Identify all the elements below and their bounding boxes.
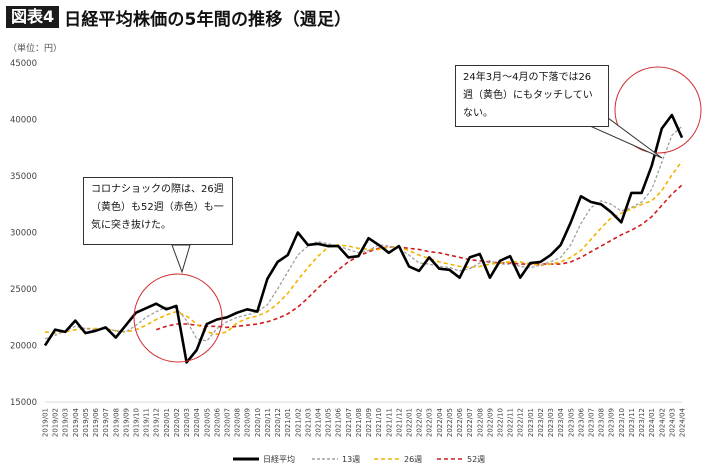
legend-label: 13週 <box>342 455 360 464</box>
y-axis: 15000 20000 25000 30000 35000 40000 45000 <box>10 59 682 408</box>
x-tick-label: 2022/06 <box>456 407 464 437</box>
x-tick-label: 2023/02 <box>537 408 545 437</box>
legend-label: 26週 <box>404 455 422 464</box>
x-tick-label: 2022/03 <box>426 408 434 437</box>
x-tick-label: 2021/04 <box>315 407 323 437</box>
y-tick-label: 30000 <box>10 229 37 239</box>
x-tick-label: 2021/11 <box>385 408 393 437</box>
x-tick-label: 2021/10 <box>375 408 383 437</box>
y-unit-label: （単位：円） <box>8 44 63 54</box>
x-tick-label: 2019/06 <box>92 407 100 437</box>
title-row: 図表4 日経平均株価の5年間の推移（週足） <box>6 4 351 30</box>
x-tick-label: 2023/11 <box>628 408 636 437</box>
x-tick-label: 2020/06 <box>213 407 221 437</box>
x-tick-label: 2020/05 <box>203 408 211 437</box>
y-tick-label: 25000 <box>10 285 37 295</box>
x-tick-label: 2022/12 <box>517 408 525 437</box>
x-tick-label: 2024/02 <box>658 408 666 437</box>
figure-badge: 図表4 <box>6 6 60 28</box>
x-tick-label: 2020/08 <box>234 408 242 437</box>
y-tick-label: 35000 <box>10 172 37 182</box>
x-axis: 2019/01 2019/02 2019/03 2019/04 2019/05 2019/… <box>42 407 687 437</box>
x-tick-label: 2023/03 <box>547 408 555 437</box>
x-tick-label: 2021/01 <box>284 408 292 437</box>
x-tick-label: 2020/03 <box>183 408 191 437</box>
x-tick-label: 2024/03 <box>668 408 676 437</box>
recent-highlight-circle <box>614 66 702 154</box>
x-tick-label: 2019/08 <box>112 408 120 437</box>
y-tick-label: 40000 <box>10 116 37 126</box>
x-tick-label: 2023/05 <box>567 408 575 437</box>
x-tick-label: 2019/05 <box>82 408 90 437</box>
y-tick-label: 45000 <box>10 59 37 69</box>
callout-2024: 24年3月〜4月の下落では26週（黄色）にもタッチしていない。 <box>455 65 609 127</box>
x-tick-label: 2021/05 <box>325 408 333 437</box>
x-tick-label: 2022/11 <box>507 408 515 437</box>
callout-covid-pointer <box>171 244 191 274</box>
x-tick-label: 2021/02 <box>294 408 302 437</box>
x-tick-label: 2019/09 <box>122 408 130 437</box>
x-tick-label: 2022/07 <box>466 408 474 437</box>
x-tick-label: 2019/10 <box>133 408 141 437</box>
x-tick-label: 2019/12 <box>153 408 161 437</box>
x-tick-label: 2022/05 <box>446 408 454 437</box>
callout-covid: コロナショックの際は、26週（黄色）も52週（赤色）も一気に突き抜けた。 <box>83 177 233 245</box>
x-tick-label: 2020/02 <box>173 408 181 437</box>
x-tick-label: 2021/08 <box>355 408 363 437</box>
x-tick-label: 2021/07 <box>345 408 353 437</box>
x-tick-label: 2023/10 <box>618 408 626 437</box>
x-tick-label: 2021/09 <box>365 408 373 437</box>
x-tick-label: 2021/03 <box>304 408 312 437</box>
x-tick-label: 2023/12 <box>638 408 646 437</box>
x-tick-label: 2020/04 <box>193 407 201 437</box>
y-tick-label: 20000 <box>10 342 37 352</box>
callout-2024-text: 24年3月〜4月の下落では26週（黄色）にもタッチしていない。 <box>463 72 593 119</box>
x-tick-label: 2022/09 <box>486 408 494 437</box>
callout-covid-text: コロナショックの際は、26週（黄色）も52週（赤色）も一気に突き抜けた。 <box>91 184 224 231</box>
x-tick-label: 2022/04 <box>436 407 444 437</box>
x-tick-label: 2022/08 <box>476 408 484 437</box>
legend-label: 52週 <box>467 455 485 464</box>
x-tick-label: 2020/01 <box>163 408 171 437</box>
x-tick-label: 2019/03 <box>62 408 70 437</box>
x-tick-label: 2019/01 <box>42 408 50 437</box>
series-line-3 <box>155 184 683 331</box>
x-tick-label: 2020/10 <box>254 408 262 437</box>
x-tick-label: 2022/01 <box>406 408 414 437</box>
x-tick-label: 2020/09 <box>244 408 252 437</box>
series-layer <box>43 113 684 364</box>
x-tick-label: 2023/08 <box>598 408 606 437</box>
x-tick-label: 2022/10 <box>497 408 505 437</box>
x-tick-label: 2021/12 <box>395 408 403 437</box>
x-tick-label: 2024/04 <box>679 407 687 437</box>
x-tick-label: 2023/07 <box>588 408 596 437</box>
x-tick-label: 2019/04 <box>72 407 80 437</box>
annotation-layer <box>133 66 702 363</box>
series-line-0 <box>43 113 684 364</box>
x-tick-label: 2019/02 <box>52 408 60 437</box>
x-tick-label: 2020/07 <box>224 408 232 437</box>
x-tick-label: 2021/06 <box>335 407 343 437</box>
legend: 日経平均 13週 26週 52週 <box>233 454 485 464</box>
x-tick-label: 2020/11 <box>264 408 272 437</box>
x-tick-label: 2022/02 <box>416 408 424 437</box>
x-tick-label: 2019/11 <box>143 408 151 437</box>
x-tick-label: 2020/12 <box>274 408 282 437</box>
series-line-1 <box>44 125 683 342</box>
x-tick-label: 2023/01 <box>527 408 535 437</box>
x-tick-label: 2024/01 <box>648 408 656 437</box>
covid-highlight-circle <box>133 273 223 363</box>
y-tick-label: 15000 <box>10 398 37 408</box>
x-tick-label: 2019/07 <box>102 408 110 437</box>
legend-label: 日経平均 <box>263 454 295 464</box>
x-tick-label: 2023/06 <box>577 407 585 437</box>
chart-title: 日経平均株価の5年間の推移（週足） <box>64 9 352 30</box>
x-tick-label: 2023/04 <box>557 407 565 437</box>
x-tick-label: 2023/09 <box>608 408 616 437</box>
